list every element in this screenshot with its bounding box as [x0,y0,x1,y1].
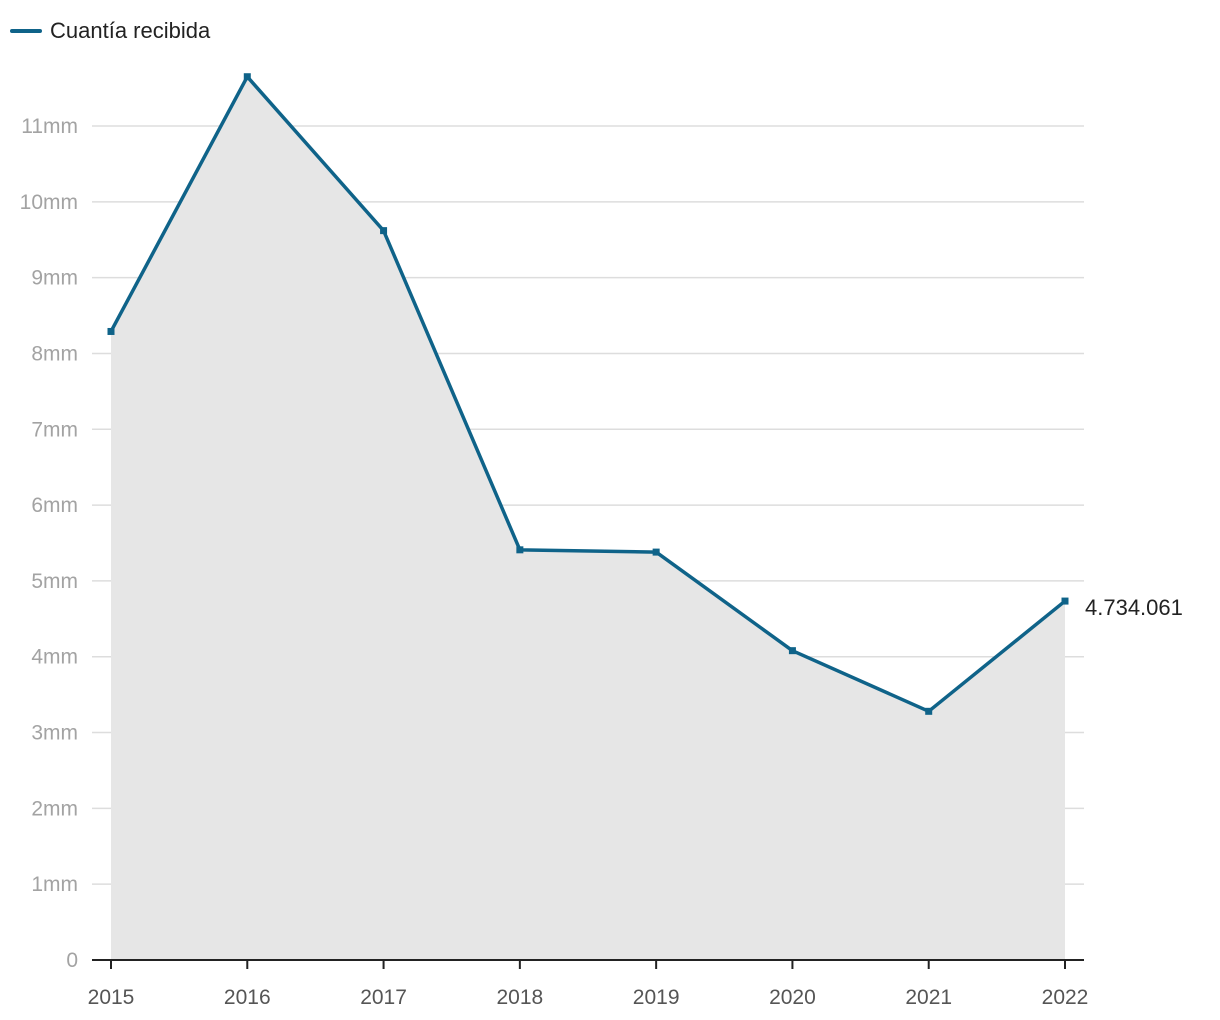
data-point [1061,597,1069,605]
area-fill [111,76,1065,960]
legend-swatch [10,29,42,33]
data-point [652,548,660,556]
y-tick-label: 2mm [31,797,78,820]
data-point [516,546,524,554]
y-tick-label: 3mm [31,722,78,745]
y-tick-label: 4mm [31,646,78,669]
x-tick-label: 2016 [224,986,271,1009]
y-tick-label: 5mm [31,570,78,593]
x-tick-label: 2018 [496,986,543,1009]
data-point [107,327,115,335]
legend-label: Cuantía recibida [50,18,211,43]
x-tick-label: 2020 [769,986,816,1009]
end-value-label: 4.734.061 [1085,595,1183,620]
y-tick-label: 11mm [21,115,78,138]
x-tick-label: 2022 [1042,986,1089,1009]
y-tick-label: 8mm [31,342,78,365]
x-tick-label: 2021 [905,986,952,1009]
series-layer [107,73,1069,715]
data-point [243,73,251,81]
x-tick-label: 2015 [88,986,135,1009]
y-tick-label: 9mm [31,267,78,290]
x-tick-label: 2019 [633,986,680,1009]
data-point [925,707,933,715]
area-layer [111,76,1065,960]
data-point [380,227,388,235]
y-tick-label: 6mm [31,494,78,517]
series-line [109,74,1067,714]
y-tick-label: 10mm [20,191,78,214]
labels-layer: 0 1mm 2mm 3mm 4mm 5mm 6mm 7mm 8mm 9mm 10mm 11mm 2015… [20,115,1183,1009]
data-point [788,647,796,655]
x-tick-label: 2017 [360,986,407,1009]
y-tick-label: 0 [66,949,78,972]
axes [92,959,1084,969]
y-tick-label: 7mm [31,418,78,441]
legend: Cuantía recibida [10,18,210,44]
y-tick-label: 1mm [31,873,78,896]
